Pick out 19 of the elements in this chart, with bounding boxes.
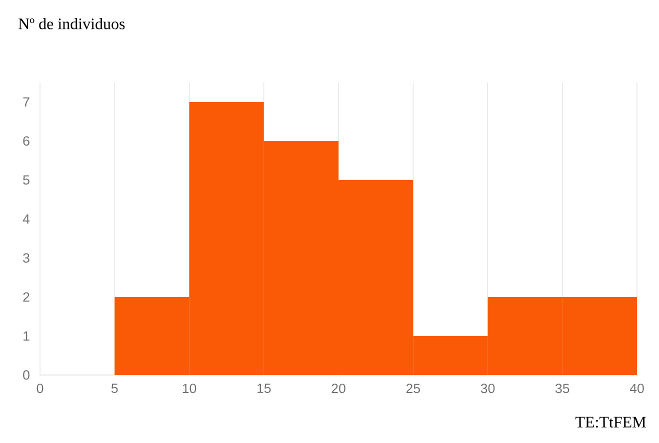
y-tick-label: 6 (23, 136, 30, 146)
x-axis-title: TE:TtFEM (575, 416, 646, 428)
x-tick-label: 25 (406, 384, 420, 394)
y-tick-label: 5 (23, 175, 30, 185)
x-tick-label: 5 (111, 384, 118, 394)
y-axis-title: Nº de individuos (18, 18, 125, 30)
x-tick-label: 15 (257, 384, 271, 394)
y-tick-label: 0 (23, 370, 30, 380)
y-tick-label: 7 (23, 97, 30, 107)
x-tick-label: 0 (36, 384, 44, 394)
y-tick-label: 1 (24, 331, 30, 341)
y-tick-label: 4 (22, 214, 30, 224)
y-tick-label: 3 (23, 253, 30, 263)
y-tick-label: 2 (23, 292, 30, 302)
x-tick-label: 30 (480, 384, 495, 394)
x-tick-label: 10 (182, 384, 196, 394)
x-tick-label: 35 (555, 384, 570, 394)
x-tick-label: 40 (630, 384, 644, 394)
x-tick-label: 20 (332, 384, 346, 394)
